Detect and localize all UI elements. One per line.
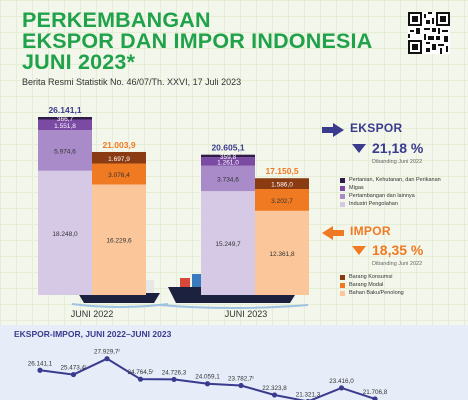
- subtitle: Berita Resmi Statistik No. 46/07/Th. XXV…: [22, 77, 242, 87]
- bar-segment-label: 3.202,7: [271, 198, 293, 205]
- bar-segment-label: 1.551,8: [54, 123, 76, 130]
- ekspor-change: 21,18 % Dibanding Juni 2022: [352, 138, 467, 165]
- legend-item: Pertambangan dan lainnya: [340, 192, 465, 200]
- bar-segment: [38, 170, 92, 295]
- bar-segment: [38, 119, 92, 131]
- bar-total-label: 20.605,1: [211, 143, 244, 153]
- impor-legend: Barang Konsumsi Barang Modal Bahan Baku/…: [340, 273, 465, 297]
- bar-segment-label: 5.974,6: [54, 148, 76, 155]
- title-line-1: PERKEMBANGAN: [22, 8, 211, 32]
- ekspor-panel: EKSPOR: [350, 121, 465, 135]
- legend-item: Industri Pengolahan: [340, 200, 465, 208]
- impor-note: Dibanding Juni 2022: [372, 261, 423, 267]
- legend-swatch: [340, 193, 345, 199]
- decrease-triangle-icon: [352, 143, 366, 153]
- bar-segment: [255, 189, 309, 211]
- bar-segment: [92, 184, 146, 295]
- bar-segment: [201, 154, 255, 158]
- bar-segment: [201, 165, 255, 192]
- legend-item: Pertanian, Kehutanan, dan Perikanan: [340, 176, 465, 184]
- ekspor-legend: Pertanian, Kehutanan, dan Perikanan Miga…: [340, 176, 465, 208]
- bar-total-label: 21.003,9: [102, 140, 135, 150]
- bar-segment-label: 16.229,6: [106, 238, 132, 245]
- bar-segment: [92, 163, 146, 185]
- legend-item: Bahan Baku/Penolong: [340, 289, 465, 297]
- bar-segment: [201, 191, 255, 295]
- bar-segment: [92, 151, 146, 164]
- bar-segment: [255, 210, 309, 295]
- decrease-triangle-icon: [352, 245, 366, 255]
- impor-change: 18,35 % Dibanding Juni 2022: [352, 240, 467, 267]
- legend-item: Migas: [340, 184, 465, 192]
- legend-swatch: [340, 282, 345, 288]
- ekspor-title: EKSPOR: [350, 121, 403, 135]
- bar-total-label: 26.141,1: [48, 105, 81, 115]
- impor-panel: IMPOR: [350, 224, 465, 238]
- qr-code-icon[interactable]: [408, 12, 450, 54]
- line-chart-title: EKSPOR-IMPOR, JUNI 2022–JUNI 2023: [14, 329, 172, 339]
- import-arrow-icon: [322, 226, 344, 240]
- legend-swatch: [340, 177, 345, 183]
- legend-item: Barang Modal: [340, 281, 465, 289]
- export-arrow-icon: [322, 123, 344, 137]
- bar-segment-label: 1.586,0: [271, 182, 293, 189]
- bar-segment: [255, 178, 309, 190]
- header: PERKEMBANGAN EKSPOR DAN IMPOR INDONESIA …: [22, 8, 402, 87]
- bar-segment: [201, 157, 255, 166]
- bar-segment-label: 1.261,0: [217, 159, 239, 166]
- bar-total-label: 17.150,5: [265, 166, 298, 176]
- bar-segment-label: 15.249,7: [215, 241, 241, 248]
- bar-segment-label: 3.076,4: [108, 172, 130, 179]
- bar-segment-label: 359,8: [220, 154, 237, 161]
- legend-swatch: [340, 290, 345, 296]
- bar-segment-label: 18.248,0: [52, 231, 78, 238]
- impor-change-value: 18,35 %: [372, 242, 424, 258]
- title-line-2: EKSPOR DAN IMPOR INDONESIA: [22, 29, 373, 53]
- impor-title: IMPOR: [350, 224, 391, 238]
- ekspor-change-value: 21,18 %: [372, 140, 424, 156]
- category-label-juni-2023: JUNI 2023: [225, 309, 268, 319]
- bar-segment-label: 12.361,8: [269, 251, 295, 258]
- legend-swatch: [340, 185, 345, 191]
- bar-segment-label: 366,7: [57, 116, 74, 123]
- bar-segment-label: 1.697,9: [108, 156, 130, 163]
- bar-segment: [38, 117, 92, 120]
- legend-swatch: [340, 274, 345, 280]
- category-label-juni-2022: JUNI 2022: [71, 309, 114, 319]
- legend-item: Barang Konsumsi: [340, 273, 465, 281]
- ekspor-note: Dibanding Juni 2022: [372, 159, 423, 165]
- bar-segment-label: 3.734,6: [217, 176, 239, 183]
- bar-segment: [38, 130, 92, 171]
- title-line-3: JUNI 2023*: [22, 50, 136, 74]
- legend-swatch: [340, 201, 345, 207]
